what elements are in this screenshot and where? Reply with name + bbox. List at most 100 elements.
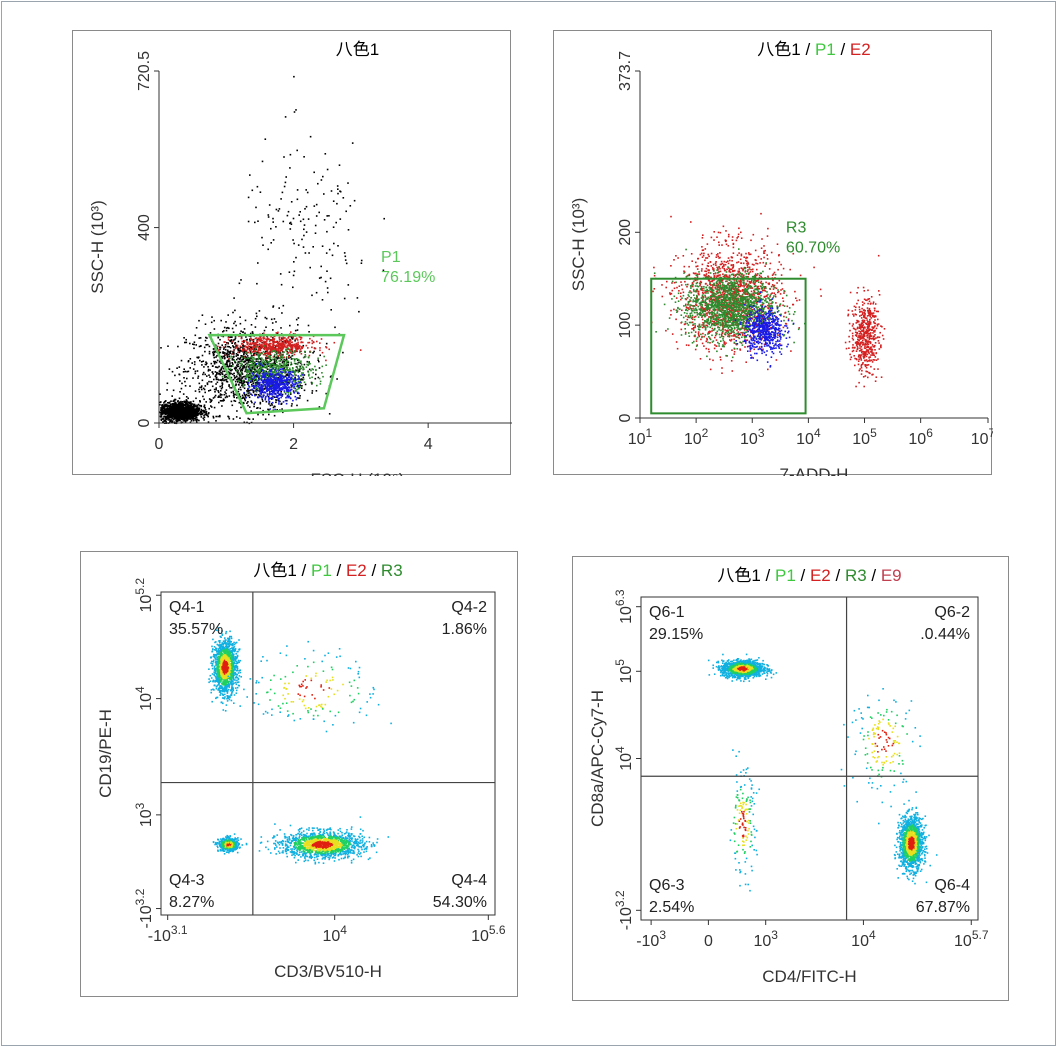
data-point	[283, 185, 286, 188]
data-point	[263, 378, 266, 381]
data-point	[666, 280, 668, 283]
data-point	[288, 343, 291, 346]
data-point	[281, 312, 283, 314]
data-point	[162, 409, 165, 411]
data-point	[308, 354, 311, 357]
data-point	[306, 191, 309, 194]
data-point	[317, 376, 320, 379]
data-point	[215, 374, 217, 376]
data-point	[736, 254, 739, 256]
data-point	[280, 339, 282, 341]
data-point	[243, 347, 246, 350]
data-point	[733, 353, 736, 355]
data-point	[298, 377, 300, 379]
data-point	[297, 244, 300, 246]
data-point	[278, 374, 280, 376]
data-point	[256, 353, 258, 356]
data-point	[176, 408, 179, 411]
data-point	[254, 337, 257, 340]
data-point	[279, 372, 281, 374]
data-point	[296, 404, 298, 407]
data-point	[252, 418, 254, 420]
data-point	[224, 354, 227, 357]
data-point	[204, 409, 207, 411]
data-point	[298, 381, 300, 384]
data-point	[165, 408, 167, 411]
data-point	[225, 379, 228, 381]
data-point	[267, 338, 270, 340]
data-point	[726, 268, 728, 270]
data-point	[262, 395, 264, 397]
data-point	[303, 356, 306, 358]
data-point	[288, 271, 291, 273]
data-point	[276, 332, 279, 335]
data-point	[238, 358, 241, 360]
data-point	[285, 379, 288, 382]
data-point	[267, 383, 269, 385]
data-point	[173, 412, 175, 414]
data-point	[277, 368, 280, 370]
data-point	[219, 414, 221, 417]
data-point	[249, 352, 252, 355]
data-point	[255, 312, 258, 315]
data-point	[287, 388, 290, 391]
data-point	[160, 416, 162, 418]
data-point	[219, 400, 222, 402]
data-point	[288, 382, 291, 384]
data-point	[285, 383, 287, 386]
data-point	[195, 406, 198, 408]
data-point	[319, 383, 322, 385]
data-point	[280, 387, 283, 390]
data-point	[253, 346, 256, 348]
data-point	[266, 359, 269, 362]
data-point	[234, 347, 237, 350]
data-point	[324, 153, 327, 155]
data-point	[221, 357, 224, 359]
data-point	[289, 153, 292, 156]
data-point	[219, 371, 222, 373]
data-point	[253, 403, 255, 405]
data-point	[252, 342, 255, 345]
data-point	[269, 392, 271, 394]
data-point	[248, 345, 250, 347]
data-point	[180, 403, 182, 406]
data-point	[271, 382, 273, 385]
data-point	[265, 338, 267, 341]
data-point	[276, 392, 278, 394]
data-point	[159, 411, 161, 414]
data-point	[285, 339, 287, 342]
data-point	[232, 345, 234, 347]
data-point	[246, 402, 248, 404]
data-point	[168, 417, 170, 419]
data-point	[326, 215, 328, 217]
data-point	[258, 371, 260, 374]
data-point	[230, 376, 233, 379]
data-point	[249, 338, 252, 340]
data-point	[228, 355, 231, 358]
data-point	[275, 351, 277, 353]
data-point	[259, 361, 262, 363]
data-point	[731, 236, 734, 238]
data-point	[676, 347, 679, 350]
data-point	[251, 348, 254, 350]
data-point	[741, 276, 744, 279]
data-point	[197, 403, 200, 406]
data-point	[254, 345, 257, 347]
data-point	[285, 378, 288, 381]
chart-svg: 八色10245.90400720.5FSC-H (10⁶)SSC-H (10³)…	[88, 40, 512, 476]
data-point	[283, 156, 285, 158]
data-point	[728, 276, 731, 279]
data-point	[262, 365, 264, 368]
data-point	[206, 337, 208, 339]
data-point	[183, 368, 185, 370]
data-point	[249, 372, 251, 375]
data-point	[328, 248, 331, 251]
data-point	[259, 407, 261, 410]
data-point	[189, 401, 192, 404]
data-point	[213, 328, 216, 330]
data-point	[739, 283, 741, 285]
data-point	[230, 372, 232, 375]
data-point	[691, 316, 694, 319]
data-point	[277, 355, 279, 357]
data-point	[283, 339, 285, 342]
